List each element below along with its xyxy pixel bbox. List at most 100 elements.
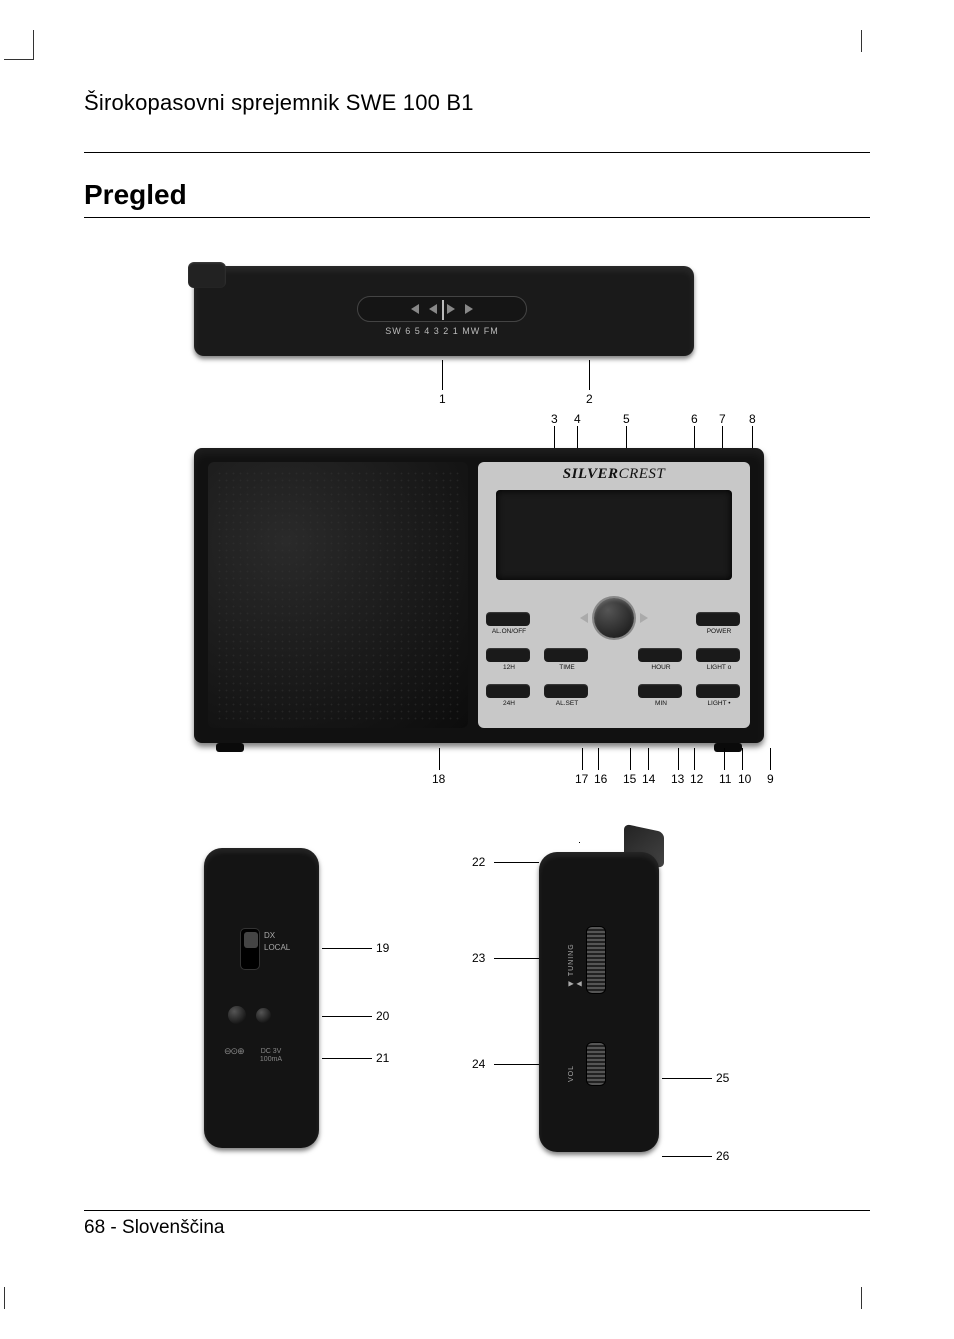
lab-min: MIN bbox=[638, 700, 684, 707]
callout-21: 21 bbox=[376, 1051, 389, 1065]
lab-alset: AL.SET bbox=[544, 700, 590, 707]
callout-1: 1 bbox=[439, 392, 446, 406]
dc-label: DC 3V 100mA bbox=[246, 1048, 296, 1064]
crop-mark bbox=[861, 30, 862, 52]
page-number: 68 bbox=[84, 1217, 105, 1238]
callout-25: 25 bbox=[716, 1071, 729, 1085]
lab-light-on: LIGHT o bbox=[696, 664, 742, 671]
leader-line bbox=[579, 842, 580, 843]
tuning-dial-window bbox=[357, 296, 527, 322]
foot bbox=[714, 743, 742, 752]
leader-line bbox=[494, 958, 539, 959]
local-text: LOCAL bbox=[264, 943, 290, 952]
leader-line bbox=[494, 862, 539, 863]
speaker-grille bbox=[208, 462, 468, 728]
leader-line bbox=[648, 748, 649, 770]
leader-line bbox=[742, 748, 743, 770]
callout-22: 22 bbox=[472, 855, 485, 869]
leader-line bbox=[322, 1016, 372, 1017]
brand-italic: CREST bbox=[619, 466, 666, 482]
product-title: Širokopasovni sprejemnik SWE 100 B1 bbox=[84, 90, 870, 116]
dc-line2: 100mA bbox=[260, 1056, 282, 1063]
leader-line bbox=[494, 1064, 539, 1065]
leader-line bbox=[589, 360, 590, 390]
leader-line bbox=[662, 1078, 712, 1079]
callout-17: 17 bbox=[575, 772, 588, 786]
brand-bold: SILVER bbox=[563, 466, 619, 482]
leader-line bbox=[598, 748, 599, 770]
btn-12h bbox=[486, 648, 530, 662]
callout-24: 24 bbox=[472, 1057, 485, 1071]
leader-line bbox=[662, 1156, 712, 1157]
radio-right-body bbox=[539, 852, 659, 1152]
callout-6: 6 bbox=[691, 412, 698, 426]
leader-line bbox=[577, 426, 578, 448]
callout-7: 7 bbox=[719, 412, 726, 426]
leader-line bbox=[752, 426, 753, 448]
callout-2: 2 bbox=[586, 392, 593, 406]
leader-line bbox=[770, 748, 771, 770]
band-scale-label: SW 6 5 4 3 2 1 MW FM bbox=[339, 326, 545, 336]
callout-20: 20 bbox=[376, 1009, 389, 1023]
radio-top-body: SW 6 5 4 3 2 1 MW FM bbox=[194, 266, 694, 356]
callout-11: 11 bbox=[719, 772, 731, 786]
volume-wheel bbox=[586, 1042, 606, 1086]
headphone-symbol bbox=[256, 1008, 271, 1023]
btn-time bbox=[544, 648, 588, 662]
radio-front-body: SILVERCREST AL.ON/OFF POWER 12H TIME bbox=[194, 448, 764, 743]
volume-label: VOL bbox=[568, 1046, 575, 1082]
brand-label: SILVERCREST bbox=[478, 466, 750, 483]
lab-time: TIME bbox=[544, 664, 590, 671]
callout-18: 18 bbox=[432, 772, 445, 786]
callout-16: 16 bbox=[594, 772, 607, 786]
manual-page: Širokopasovni sprejemnik SWE 100 B1 Preg… bbox=[0, 0, 954, 1339]
language-label: - Slovenščina bbox=[110, 1217, 224, 1238]
leader-line bbox=[582, 748, 583, 770]
rule bbox=[84, 217, 870, 218]
btn-alset bbox=[544, 684, 588, 698]
tuning-label: ◀ TUNING ▶ bbox=[568, 932, 584, 988]
callout-8: 8 bbox=[749, 412, 756, 426]
radio-left-body: DX LOCAL ⊖⊙⊕ DC 3V 100mA bbox=[204, 848, 319, 1148]
right-side-view: ◀ TUNING ▶ VOL 22 23 24 25 26 bbox=[484, 828, 754, 1188]
btn-hour bbox=[638, 648, 682, 662]
btn-al-onoff bbox=[486, 612, 530, 626]
dial-arrows bbox=[358, 297, 526, 321]
footer-rule bbox=[84, 1210, 870, 1211]
antenna-base bbox=[188, 262, 226, 288]
dx-text: DX bbox=[264, 931, 275, 940]
leader-line bbox=[322, 1058, 372, 1059]
callout-15: 15 bbox=[623, 772, 636, 786]
leader-line bbox=[322, 948, 372, 949]
leader-line bbox=[722, 426, 723, 448]
lab-12h: 12H bbox=[486, 664, 532, 671]
crop-mark bbox=[861, 1287, 862, 1309]
top-view: SW 6 5 4 3 2 1 MW FM 1 2 bbox=[194, 248, 694, 388]
dc-polarity-icon: ⊖⊙⊕ bbox=[224, 1046, 244, 1057]
callout-4: 4 bbox=[574, 412, 581, 426]
lab-al-onoff: AL.ON/OFF bbox=[486, 628, 532, 635]
control-panel: SILVERCREST AL.ON/OFF POWER 12H TIME bbox=[478, 462, 750, 728]
leader-line bbox=[554, 426, 555, 448]
callout-23: 23 bbox=[472, 951, 485, 965]
leader-line bbox=[626, 426, 627, 448]
btn-power bbox=[696, 612, 740, 626]
btn-min bbox=[638, 684, 682, 698]
headphone-jack-icon bbox=[228, 1006, 246, 1024]
lab-hour: HOUR bbox=[638, 664, 684, 671]
callout-9: 9 bbox=[767, 772, 774, 786]
lab-light-dot: LIGHT • bbox=[696, 700, 742, 707]
leader-line bbox=[694, 748, 695, 770]
lcd-display bbox=[496, 490, 732, 580]
leader-line bbox=[439, 748, 440, 770]
crop-mark bbox=[4, 1287, 5, 1309]
rule bbox=[84, 152, 870, 153]
tuning-wheel bbox=[586, 926, 606, 994]
section-title: Pregled bbox=[84, 179, 870, 211]
callout-19: 19 bbox=[376, 941, 389, 955]
dc-line1: DC 3V bbox=[261, 1048, 282, 1055]
callout-5: 5 bbox=[623, 412, 630, 426]
dx-local-label: DX LOCAL bbox=[264, 930, 290, 954]
callout-26: 26 bbox=[716, 1149, 729, 1163]
foot bbox=[216, 743, 244, 752]
